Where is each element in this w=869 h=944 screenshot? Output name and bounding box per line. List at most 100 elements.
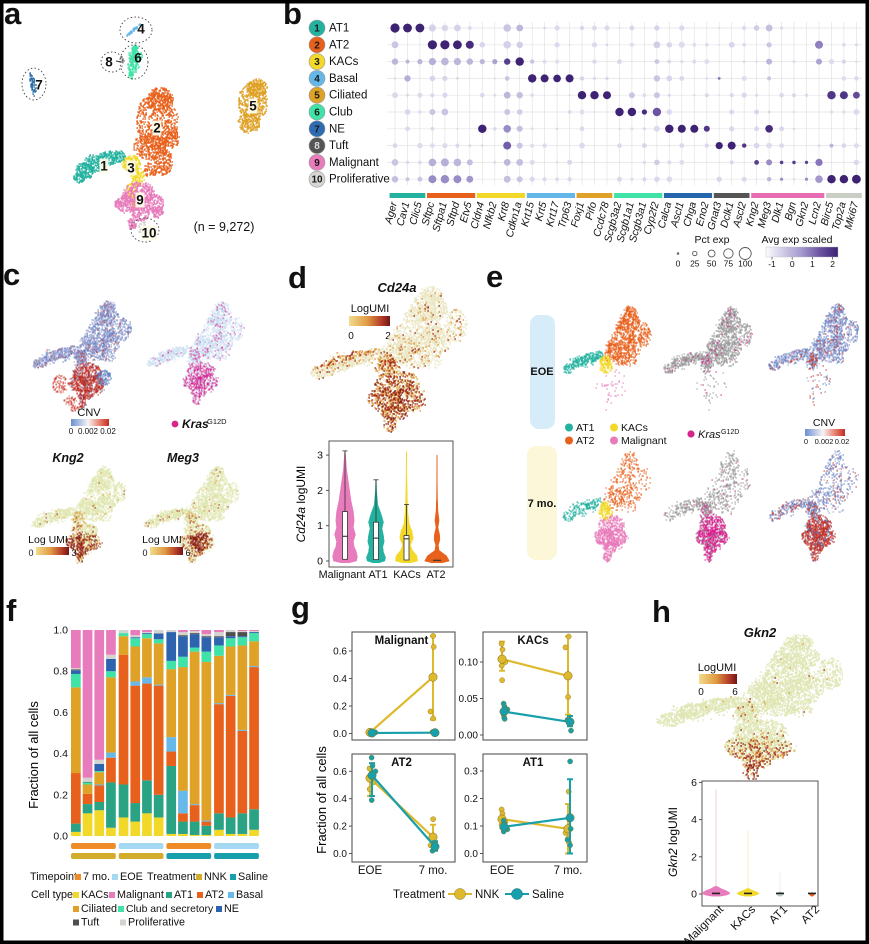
svg-text:7: 7 xyxy=(314,124,320,135)
svg-text:0: 0 xyxy=(804,437,808,446)
svg-text:Proliferative: Proliferative xyxy=(329,174,390,186)
svg-text:a: a xyxy=(4,0,22,31)
svg-text:EOE: EOE xyxy=(120,871,143,883)
svg-text:Etv5: Etv5 xyxy=(458,201,475,225)
svg-text:6: 6 xyxy=(732,687,738,698)
svg-text:AT1: AT1 xyxy=(174,889,193,901)
svg-text:AT1: AT1 xyxy=(329,23,349,35)
svg-text:4: 4 xyxy=(137,22,145,37)
svg-text:10: 10 xyxy=(311,175,323,186)
svg-text:0.6: 0.6 xyxy=(333,767,347,778)
svg-text:AT2: AT2 xyxy=(205,889,224,901)
svg-text:AT1: AT1 xyxy=(576,422,595,434)
svg-text:NNK: NNK xyxy=(475,889,500,901)
svg-text:AT2: AT2 xyxy=(576,435,595,447)
svg-text:0: 0 xyxy=(317,556,323,568)
svg-text:Kng2: Kng2 xyxy=(52,451,83,465)
svg-text:0.05: 0.05 xyxy=(459,694,479,705)
svg-text:25: 25 xyxy=(690,259,700,269)
svg-text:AT1: AT1 xyxy=(523,757,544,769)
svg-text:KACs: KACs xyxy=(621,422,648,434)
svg-text:1: 1 xyxy=(317,520,323,532)
svg-text:Basal: Basal xyxy=(329,73,358,85)
svg-text:7 mo.: 7 mo. xyxy=(83,871,110,883)
svg-text:7: 7 xyxy=(35,78,43,93)
svg-text:0.1: 0.1 xyxy=(464,822,478,833)
svg-text:c: c xyxy=(3,257,20,292)
svg-text:Cd24a logUMI: Cd24a logUMI xyxy=(294,466,308,543)
svg-text:50: 50 xyxy=(707,259,717,269)
svg-text:0.6: 0.6 xyxy=(333,647,347,658)
svg-text:NE: NE xyxy=(329,123,345,135)
svg-text:KACs: KACs xyxy=(81,889,109,901)
svg-text:Log UMI: Log UMI xyxy=(142,534,182,546)
svg-text:0.4: 0.4 xyxy=(333,794,347,805)
svg-text:0.0: 0.0 xyxy=(333,729,347,740)
svg-text:g: g xyxy=(291,590,310,625)
svg-text:Malignant: Malignant xyxy=(621,435,667,447)
svg-text:0.6: 0.6 xyxy=(53,707,68,719)
svg-text:0: 0 xyxy=(790,259,795,269)
svg-text:0.2: 0.2 xyxy=(333,702,347,713)
svg-text:0: 0 xyxy=(69,427,74,436)
svg-text:EOE: EOE xyxy=(490,865,515,877)
svg-text:0.0: 0.0 xyxy=(333,849,347,860)
svg-text:2: 2 xyxy=(314,40,320,51)
svg-text:NNK: NNK xyxy=(204,871,228,883)
svg-text:10: 10 xyxy=(141,226,156,241)
svg-text:0.4: 0.4 xyxy=(333,674,347,685)
svg-text:G12D: G12D xyxy=(207,417,227,426)
svg-text:Fraction of all cells: Fraction of all cells xyxy=(26,701,41,809)
svg-text:AT2: AT2 xyxy=(391,757,412,769)
svg-text:(n = 9,272): (n = 9,272) xyxy=(194,220,255,234)
svg-text:3: 3 xyxy=(317,450,323,462)
svg-text:-1: -1 xyxy=(768,259,776,269)
svg-text:6: 6 xyxy=(691,777,697,789)
svg-text:KACs: KACs xyxy=(329,56,359,68)
svg-text:0: 0 xyxy=(676,259,681,269)
svg-text:2: 2 xyxy=(691,851,697,863)
svg-text:KACs: KACs xyxy=(393,569,421,581)
svg-text:2: 2 xyxy=(830,259,835,269)
svg-text:Bgn: Bgn xyxy=(783,201,799,222)
svg-text:Malignant: Malignant xyxy=(319,569,366,581)
svg-text:h: h xyxy=(652,594,671,629)
svg-text:Ager: Ager xyxy=(382,200,400,226)
svg-text:1.0: 1.0 xyxy=(53,625,68,637)
svg-text:Log UMI: Log UMI xyxy=(28,534,68,546)
svg-text:0.02: 0.02 xyxy=(100,427,116,436)
svg-text:CNV: CNV xyxy=(77,407,101,419)
svg-text:f: f xyxy=(6,593,17,628)
svg-text:G12D: G12D xyxy=(721,429,739,436)
svg-text:Saline: Saline xyxy=(238,871,268,883)
svg-text:Club and secretory: Club and secretory xyxy=(126,904,214,915)
svg-text:Fraction of all cells: Fraction of all cells xyxy=(314,746,329,854)
svg-text:Malignant: Malignant xyxy=(117,889,164,901)
svg-text:Timepoint: Timepoint xyxy=(30,871,77,883)
svg-text:0.0: 0.0 xyxy=(464,849,478,860)
svg-text:8: 8 xyxy=(105,55,113,70)
svg-text:5: 5 xyxy=(314,91,320,102)
svg-text:0.002: 0.002 xyxy=(78,427,99,436)
svg-text:Basal: Basal xyxy=(236,889,263,901)
svg-text:Tuft: Tuft xyxy=(329,140,349,152)
svg-text:5: 5 xyxy=(249,99,257,114)
svg-text:1: 1 xyxy=(100,159,108,174)
svg-text:AT2: AT2 xyxy=(329,39,349,51)
svg-text:Cell type: Cell type xyxy=(31,889,73,901)
svg-text:AT1: AT1 xyxy=(369,569,388,581)
svg-text:0.0: 0.0 xyxy=(53,831,68,843)
svg-text:Clic5: Clic5 xyxy=(407,201,425,227)
svg-text:Krt5: Krt5 xyxy=(533,201,550,223)
svg-text:Malignant: Malignant xyxy=(375,635,429,647)
svg-text:0.2: 0.2 xyxy=(53,789,68,801)
svg-text:0.2: 0.2 xyxy=(464,794,478,805)
svg-text:4: 4 xyxy=(691,814,697,826)
svg-text:9: 9 xyxy=(314,158,320,169)
svg-text:0.3: 0.3 xyxy=(464,767,478,778)
svg-text:0.002: 0.002 xyxy=(815,437,834,446)
svg-text:2: 2 xyxy=(153,121,161,136)
svg-text:Treatment: Treatment xyxy=(393,889,446,901)
svg-text:6: 6 xyxy=(314,108,320,119)
svg-text:9: 9 xyxy=(136,193,144,208)
